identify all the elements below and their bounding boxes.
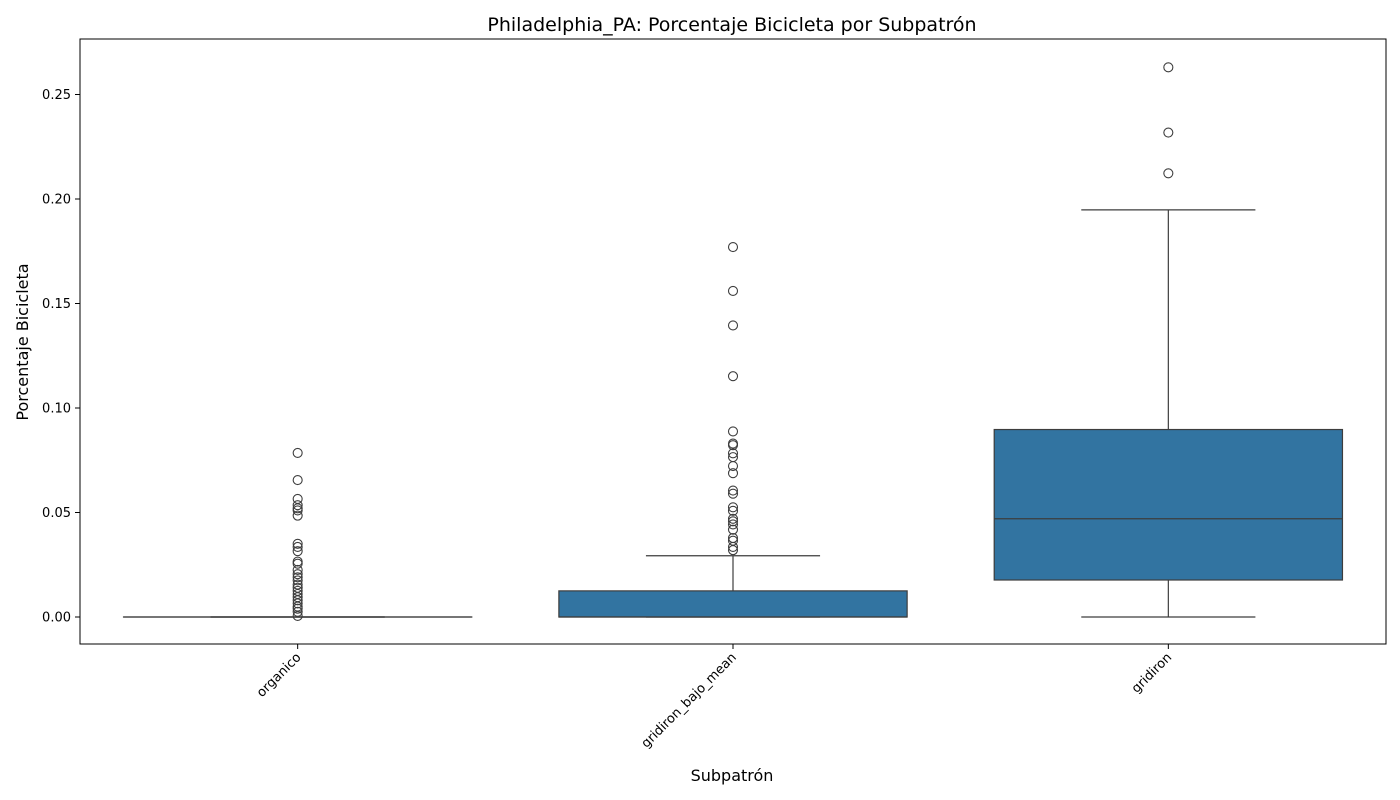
- outlier-point: [727, 242, 739, 253]
- outlier-point: [292, 510, 303, 521]
- y-tick-label: 0.10: [42, 402, 71, 417]
- chart-title: Philadelphia_PA: Porcentaje Bicicleta po…: [487, 14, 976, 36]
- y-tick-label: 0.00: [42, 611, 71, 626]
- outlier-point: [727, 524, 739, 535]
- outlier-point: [1163, 62, 1174, 73]
- outlier-point: [292, 538, 303, 549]
- outlier-point: [727, 371, 739, 382]
- outlier-point: [292, 575, 303, 586]
- outlier-point: [727, 426, 739, 437]
- y-tick-label: 0.05: [42, 506, 71, 521]
- y-tick-label: 0.20: [42, 193, 71, 208]
- x-tick-label: gridiron: [1129, 650, 1175, 696]
- outlier-point: [292, 500, 303, 511]
- outlier-point: [292, 564, 303, 576]
- outlier-point: [292, 569, 303, 580]
- x-tick-label: organico: [254, 650, 304, 700]
- outlier-point: [292, 603, 303, 614]
- outlier-point: [727, 516, 739, 527]
- outlier-point: [292, 606, 303, 617]
- outlier-point: [292, 610, 303, 622]
- outlier-point: [727, 320, 739, 331]
- outlier-point: [292, 572, 303, 583]
- y-tick-label: 0.15: [42, 297, 71, 312]
- outlier-point: [1163, 127, 1174, 138]
- outlier-point: [292, 447, 303, 458]
- outlier-point: [727, 513, 739, 524]
- box: [558, 590, 908, 618]
- outlier-point: [292, 546, 303, 557]
- outlier-point: [727, 285, 739, 297]
- outlier-point: [292, 598, 303, 609]
- outlier-point: [292, 556, 303, 567]
- outlier-point: [727, 488, 739, 499]
- plot-frame: [79, 38, 1387, 645]
- outlier-point: [727, 505, 739, 516]
- y-tick-label: 0.25: [42, 88, 71, 103]
- y-axis-label: Porcentaje Bicicleta: [13, 263, 32, 420]
- outlier-point: [727, 519, 739, 530]
- outlier-point: [292, 558, 303, 569]
- outlier-point: [727, 541, 739, 553]
- outlier-point: [727, 485, 739, 496]
- outlier-point: [292, 541, 303, 553]
- outlier-point: [727, 468, 739, 479]
- outlier-point: [727, 461, 739, 472]
- box: [993, 428, 1344, 581]
- x-tick-label: gridiron_bajo_mean: [639, 650, 740, 751]
- outlier-point: [727, 440, 739, 451]
- outlier-point: [727, 545, 739, 556]
- outlier-point: [1163, 168, 1174, 179]
- outlier-point: [727, 502, 739, 513]
- outlier-point: [727, 448, 739, 459]
- outlier-point: [292, 595, 303, 606]
- x-axis-label: Subpatrón: [691, 766, 774, 785]
- outlier-point: [292, 475, 303, 486]
- outlier-point: [292, 505, 303, 516]
